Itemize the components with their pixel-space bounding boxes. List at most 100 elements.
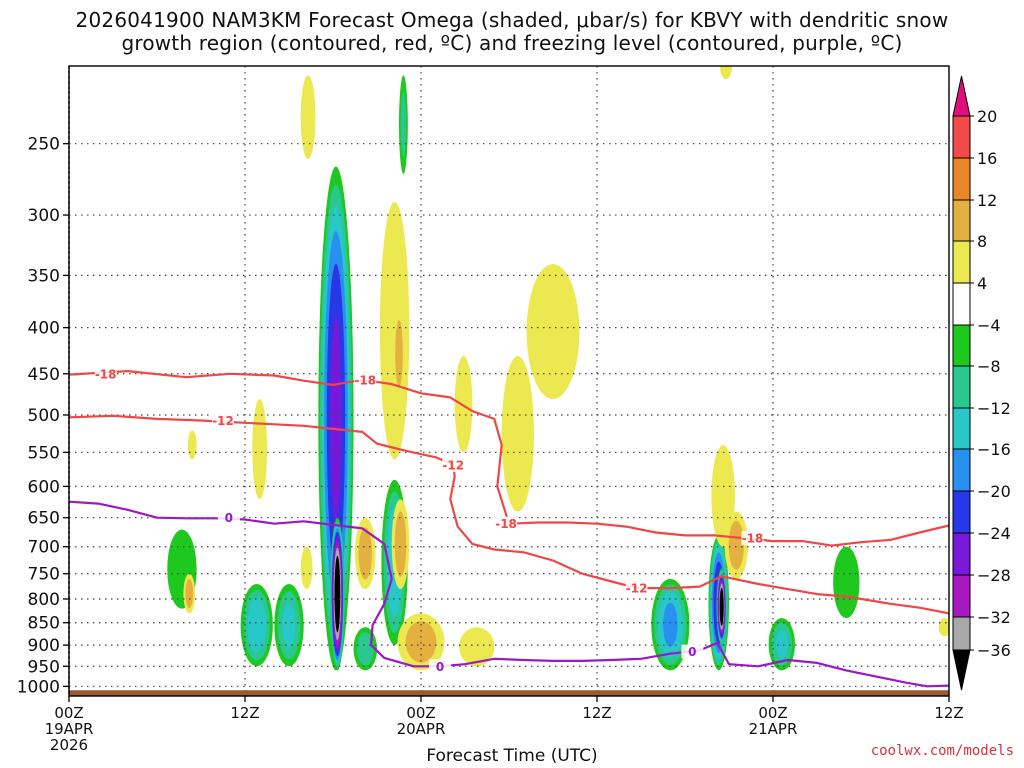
isotherm-minus18-label: -18 (741, 531, 764, 546)
x-axis-label: Forecast Time (UTC) (426, 746, 598, 766)
omega-cell-23 (358, 527, 372, 580)
svg-text:-18: -18 (95, 367, 117, 381)
colorbar-top-arrow (952, 75, 971, 117)
colorbar-label: 16 (977, 149, 997, 168)
omega-cell-22 (300, 546, 313, 590)
svg-text:0: 0 (688, 645, 696, 659)
colorbar-label: −8 (977, 357, 1001, 376)
isotherm-minus12-label: -12 (625, 581, 648, 596)
terrain (69, 690, 949, 696)
colorbar: 20 16 12 8 4 −4 −8 −12 −16 −20 −24 −28 −32 −36 (952, 75, 1011, 691)
colorbar-label: −24 (977, 524, 1011, 543)
contours: -18 -18 -18 -18 -12 -12 -12 0 0 0 (69, 366, 949, 688)
colorbar-bin (952, 574, 971, 618)
omega-cell-2 (282, 602, 296, 648)
omega-cell-11 (775, 629, 788, 659)
colorbar-bin (952, 407, 971, 450)
colorbar-bin (952, 448, 971, 492)
colorbar-label: 4 (977, 274, 987, 293)
y-tick-label: 650 (28, 509, 60, 529)
svg-text:-12: -12 (442, 458, 464, 472)
omega-cell-18 (454, 355, 473, 453)
omega-cell-6 (356, 632, 374, 666)
omega-cell-3 (330, 315, 342, 521)
omega-cell-24 (405, 621, 437, 663)
y-tick-label: 750 (28, 565, 60, 585)
omega-cell-7 (400, 92, 406, 158)
colorbar-label: 20 (977, 107, 997, 126)
x-tick-label: 12Z (230, 704, 259, 722)
y-tick-label: 250 (28, 135, 60, 155)
x-tick-label: 20APR (397, 720, 446, 738)
svg-text:-18: -18 (495, 517, 517, 531)
colorbar-label: −32 (977, 608, 1011, 627)
colorbar-label: −20 (977, 482, 1011, 501)
x-tick-label: 12Z (582, 704, 611, 722)
svg-text:-12: -12 (212, 414, 234, 428)
colorbar-label: 12 (977, 191, 997, 210)
colorbar-bin (952, 157, 971, 201)
isotherm-minus12-label: -12 (442, 457, 465, 472)
colorbar-bin (952, 365, 971, 409)
chart-title-line-2: growth region (contoured, red, ºC) and f… (121, 31, 903, 55)
axes: 2503003504004505005506006507007508008509… (17, 65, 964, 754)
y-tick-label: 850 (28, 614, 60, 634)
omega-cell-26 (185, 579, 194, 608)
x-tick-label: 00Z (406, 704, 435, 722)
isotherm-minus12 (69, 414, 949, 615)
omega-cell-29 (720, 66, 732, 80)
colorbar-bin (952, 115, 971, 159)
omega-cell-25 (459, 627, 495, 667)
credit-text: coolwx.com/models (870, 743, 1014, 759)
colorbar-bin (952, 324, 971, 367)
isotherm-minus12-label: -12 (212, 413, 234, 428)
colorbar-label: 8 (977, 232, 987, 251)
y-tick-label: 950 (28, 657, 60, 677)
omega-cell-16 (526, 264, 580, 400)
y-tick-label: 300 (28, 206, 60, 226)
x-tick-label: 21APR (749, 720, 798, 738)
svg-text:-12: -12 (626, 582, 648, 596)
y-tick-label: 800 (28, 590, 60, 610)
omega-shading (167, 66, 949, 671)
grid (69, 66, 949, 696)
svg-text:-18: -18 (354, 373, 376, 387)
x-tick-label: 00Z (758, 704, 787, 722)
y-tick-label: 1000 (17, 677, 60, 697)
colorbar-label: −12 (977, 399, 1011, 418)
x-tick-label: 2026 (50, 736, 88, 754)
colorbar-bottom-arrow (952, 649, 971, 691)
y-tick-label: 600 (28, 477, 60, 497)
omega-cell-10 (719, 587, 724, 626)
colorbar-label: −4 (977, 316, 1001, 335)
svg-text:-18: -18 (742, 532, 764, 546)
freezing-level-label: 0 (217, 510, 240, 525)
svg-text:0: 0 (225, 511, 233, 525)
svg-text:0: 0 (436, 660, 444, 674)
chart-title-line-1: 2026041900 NAM3KM Forecast Omega (shaded… (75, 8, 949, 32)
omega-cell-13 (300, 75, 316, 160)
terrain-fill (69, 690, 949, 696)
x-tick-label: 00Z (54, 704, 83, 722)
freezing-level (69, 500, 949, 688)
omega-cell-12 (833, 546, 860, 619)
y-tick-label: 350 (28, 266, 60, 286)
x-tick-label: 12Z (934, 704, 963, 722)
isotherm-minus18-label: -18 (495, 516, 518, 531)
freezing-level-label: 0 (429, 659, 452, 674)
y-tick-label: 900 (28, 636, 60, 656)
colorbar-bin (952, 199, 971, 242)
colorbar-bin (952, 616, 971, 651)
omega-cell-21 (394, 511, 407, 577)
colorbar-bin (952, 532, 971, 576)
y-tick-label: 400 (28, 319, 60, 339)
freezing-level-label: 0 (681, 644, 704, 659)
omega-cell-1 (247, 597, 267, 653)
colorbar-bin (952, 240, 971, 284)
y-tick-label: 550 (28, 443, 60, 463)
omega-cell-28 (728, 520, 745, 570)
y-tick-label: 500 (28, 406, 60, 426)
omega-cell-17 (501, 355, 534, 512)
colorbar-bin (952, 490, 971, 534)
